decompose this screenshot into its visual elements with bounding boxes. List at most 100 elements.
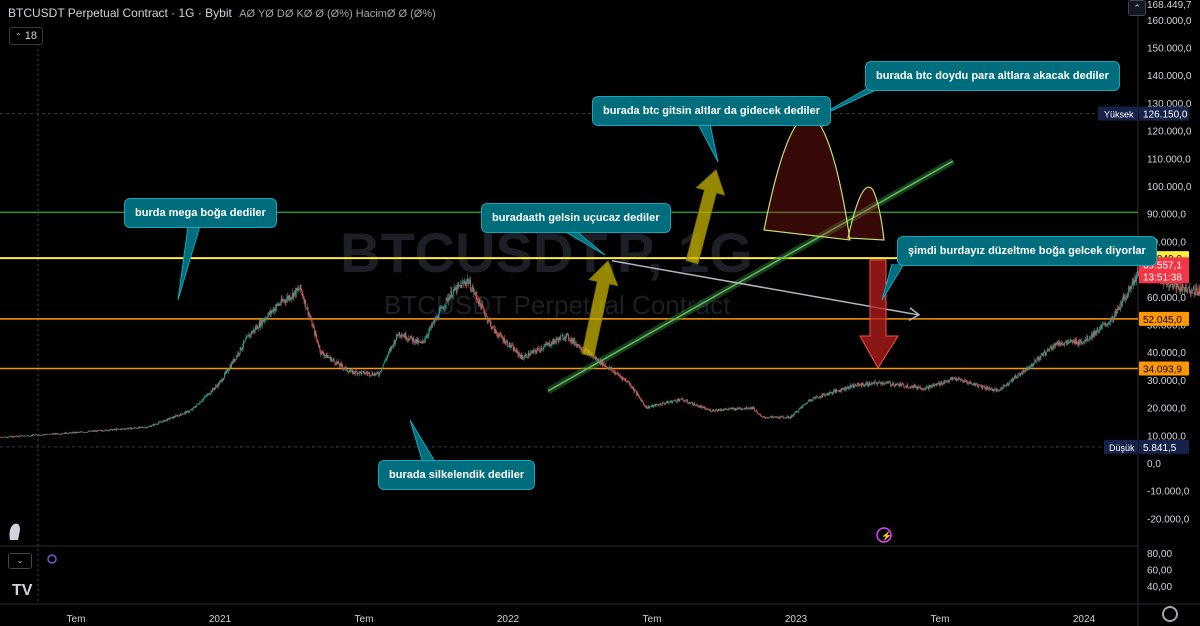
candle-body: [260, 320, 262, 327]
candle-body: [59, 434, 60, 435]
symbol-title[interactable]: BTCUSDT Perpetual Contract · 1G · Bybit: [8, 6, 232, 20]
candle-body: [55, 433, 56, 435]
candle-body: [338, 361, 340, 365]
tradingview-logo[interactable]: TV: [12, 582, 33, 599]
candle-body: [217, 383, 219, 387]
candle-body: [373, 373, 375, 376]
candle-body: [445, 298, 447, 306]
candle-body: [172, 416, 174, 419]
candle-body: [1051, 348, 1053, 350]
candle-body: [893, 385, 895, 386]
candle-body: [845, 389, 847, 390]
candle-body: [567, 333, 569, 335]
candle-body: [725, 408, 726, 410]
callout-now[interactable]: şimdi burdayız düzeltme boğa gelcek diyo…: [897, 236, 1157, 266]
indicator-dot-icon[interactable]: [47, 554, 57, 564]
candle-body: [25, 435, 27, 437]
candle-body: [434, 318, 436, 323]
candle-body: [614, 372, 616, 374]
candle-body: [594, 356, 596, 360]
candle-body: [726, 409, 728, 410]
candle-body: [156, 424, 157, 425]
callout-btc-go[interactable]: burada btc gitsin altlar da gidecek dedi…: [592, 96, 832, 126]
candle-body: [553, 339, 554, 345]
dome-shape-small[interactable]: [847, 186, 885, 241]
candle-body: [370, 375, 372, 376]
candle-body: [551, 341, 553, 345]
candle-body: [267, 315, 269, 319]
candle-body: [106, 429, 108, 431]
candle-body: [862, 382, 864, 385]
candle-body: [934, 384, 935, 386]
red-down-arrow[interactable]: [859, 259, 899, 369]
candle-body: [1192, 289, 1193, 291]
candle-body: [725, 408, 727, 410]
candle-body: [644, 405, 646, 407]
candle-body: [29, 436, 30, 437]
descending-trendline[interactable]: [611, 260, 919, 316]
candle-body: [598, 362, 600, 364]
candle-body: [277, 304, 279, 306]
scroll-up-button[interactable]: ⌃: [1128, 0, 1146, 16]
candle-body: [157, 423, 159, 425]
indicator-toggle[interactable]: ⌃ 18: [9, 27, 43, 45]
candle-body: [296, 288, 298, 291]
candle-body: [1125, 297, 1127, 298]
callout-shakeout[interactable]: burada silkelendik dediler: [378, 460, 536, 490]
candle-body: [811, 399, 813, 401]
candle-body: [190, 409, 192, 411]
candle-body: [930, 385, 932, 388]
candle-body: [513, 348, 515, 351]
yellow-up-arrow-1[interactable]: [581, 260, 619, 357]
candle-body: [537, 348, 539, 351]
candle-body: [556, 338, 558, 341]
candle-body: [552, 341, 554, 345]
candle-body: [676, 399, 678, 402]
candle-body: [684, 401, 686, 402]
candle-body: [714, 410, 715, 412]
candle-body: [847, 386, 849, 388]
callout-btc-full[interactable]: burada btc doydu para altlara akacak ded…: [865, 61, 1120, 91]
candle-body: [216, 385, 217, 387]
candle-body: [247, 335, 249, 337]
callout-text: şimdi burdayız düzeltme boğa gelcek diyo…: [908, 245, 1146, 257]
dinosaur-icon[interactable]: [9, 523, 21, 540]
candle-body: [947, 380, 949, 382]
lightning-icon[interactable]: [876, 527, 892, 543]
candle-body: [527, 357, 528, 358]
candle-body: [335, 363, 337, 365]
callout-mega-bull[interactable]: burda mega boğa dediler: [124, 198, 277, 228]
candle-body: [328, 357, 330, 359]
candle-body: [1096, 328, 1098, 333]
candle-body: [14, 436, 15, 437]
trend-line[interactable]: [547, 160, 954, 392]
candle-body: [375, 373, 377, 375]
candle-body: [844, 387, 846, 390]
yellow-up-arrow-2[interactable]: [685, 169, 726, 265]
candle-body: [116, 428, 118, 430]
callout-eth[interactable]: buradaath gelsin uçucaz dediler: [481, 203, 671, 233]
candle-body: [379, 371, 381, 375]
candle-body: [938, 382, 939, 385]
gear-icon[interactable]: [1162, 606, 1178, 622]
candle-body: [29, 435, 31, 437]
candle-body: [1138, 275, 1140, 276]
candle-body: [1101, 326, 1103, 327]
candle-body: [860, 384, 862, 387]
candle-body: [239, 353, 240, 355]
candle-body: [266, 318, 268, 320]
candle-body: [824, 394, 826, 395]
candle-body: [690, 402, 692, 404]
candle-body: [968, 382, 969, 384]
candle-body: [886, 381, 888, 383]
candle-body: [174, 417, 176, 418]
candle-body: [902, 383, 904, 385]
candle-body: [192, 407, 194, 410]
candle-body: [248, 335, 250, 338]
candle-body: [927, 386, 928, 388]
candle-body: [71, 432, 73, 434]
collapse-pane-button[interactable]: ⌄: [8, 553, 32, 569]
candle-body: [809, 399, 811, 402]
candle-body: [384, 360, 385, 364]
